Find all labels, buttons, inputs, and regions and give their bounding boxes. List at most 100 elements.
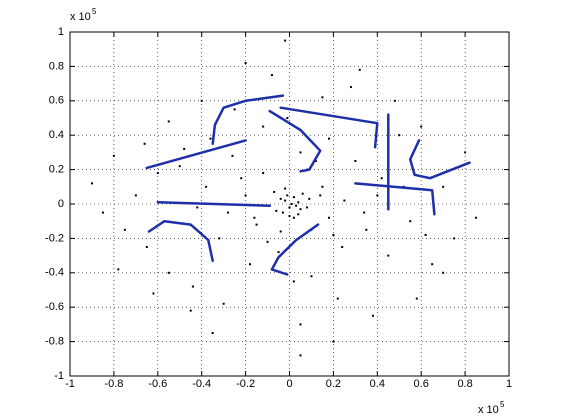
- point: [354, 160, 357, 162]
- point: [310, 275, 313, 278]
- point: [321, 185, 324, 188]
- x-tick-label: 1: [506, 378, 512, 390]
- curve: [211, 94, 285, 146]
- point: [183, 147, 186, 150]
- point: [255, 223, 258, 226]
- point: [387, 254, 390, 257]
- point: [420, 125, 423, 128]
- point: [284, 39, 287, 42]
- point: [363, 211, 366, 214]
- point: [341, 246, 344, 248]
- y-tick-label: 0: [58, 198, 64, 210]
- point: [218, 237, 221, 240]
- point: [332, 340, 335, 343]
- x-tick-label: 0.2: [326, 378, 341, 390]
- point: [442, 185, 445, 188]
- point: [262, 125, 265, 128]
- curve: [147, 219, 214, 263]
- point: [371, 314, 374, 317]
- point: [297, 213, 300, 216]
- point: [117, 268, 120, 271]
- point: [145, 246, 148, 248]
- point: [365, 228, 368, 231]
- point: [299, 354, 302, 357]
- curve: [270, 223, 320, 276]
- x-tick-label: -1: [65, 378, 75, 390]
- point: [299, 208, 302, 211]
- point: [314, 160, 317, 162]
- point: [376, 194, 379, 197]
- point: [297, 201, 300, 204]
- point: [90, 182, 93, 185]
- point: [233, 108, 236, 111]
- y-tick-label: 0.6: [49, 95, 64, 107]
- point: [205, 185, 208, 188]
- point: [240, 177, 243, 180]
- x-tick-label: -0.2: [236, 378, 255, 390]
- point: [284, 199, 287, 202]
- point: [295, 204, 298, 207]
- point: [270, 74, 273, 76]
- point: [262, 172, 265, 175]
- point: [286, 117, 289, 119]
- x-tick-label: 0.4: [370, 378, 385, 390]
- point: [453, 237, 456, 240]
- point: [277, 251, 280, 254]
- point: [288, 206, 291, 209]
- point: [328, 216, 331, 219]
- point: [227, 211, 230, 214]
- point: [167, 120, 170, 123]
- point: [415, 297, 418, 300]
- point: [134, 194, 137, 197]
- point: [301, 192, 304, 195]
- y-tick-label: -1: [54, 370, 64, 382]
- y-tick-label: 0.2: [49, 164, 64, 176]
- x-multiplier: x 10: [478, 404, 499, 416]
- point: [299, 151, 302, 154]
- point: [442, 271, 445, 274]
- point: [244, 194, 247, 197]
- point: [464, 151, 467, 154]
- y-exponent: 5: [92, 7, 97, 16]
- point: [288, 215, 291, 218]
- point: [349, 86, 352, 89]
- point: [393, 99, 396, 102]
- curve: [156, 201, 271, 207]
- point: [143, 142, 146, 145]
- point: [281, 211, 284, 214]
- point: [286, 194, 289, 197]
- point: [290, 203, 293, 205]
- point: [292, 196, 295, 199]
- point: [380, 177, 383, 180]
- point: [273, 190, 276, 193]
- x-tick-label: 0.8: [457, 378, 472, 390]
- x-tick-label: -0.4: [192, 378, 211, 390]
- y-tick-label: -0.8: [45, 336, 64, 348]
- y-tick-label: 1: [58, 26, 64, 38]
- point: [222, 302, 225, 305]
- point: [209, 137, 212, 140]
- y-tick-label: -0.4: [45, 267, 64, 279]
- point: [431, 263, 434, 266]
- curve: [145, 139, 247, 170]
- point: [123, 228, 126, 231]
- point: [409, 220, 412, 223]
- point: [424, 233, 427, 236]
- point: [244, 61, 247, 64]
- point: [167, 271, 170, 274]
- point: [332, 233, 335, 236]
- point: [279, 230, 282, 233]
- point: [284, 187, 287, 190]
- point: [152, 292, 155, 295]
- point: [336, 297, 339, 300]
- x-tick-label: -0.8: [104, 378, 123, 390]
- y-tick-label: 0.8: [49, 60, 64, 72]
- y-tick-label: -0.6: [45, 301, 64, 313]
- point: [308, 197, 311, 200]
- point: [191, 285, 194, 288]
- point: [328, 137, 331, 140]
- point: [292, 216, 295, 219]
- point: [299, 323, 302, 326]
